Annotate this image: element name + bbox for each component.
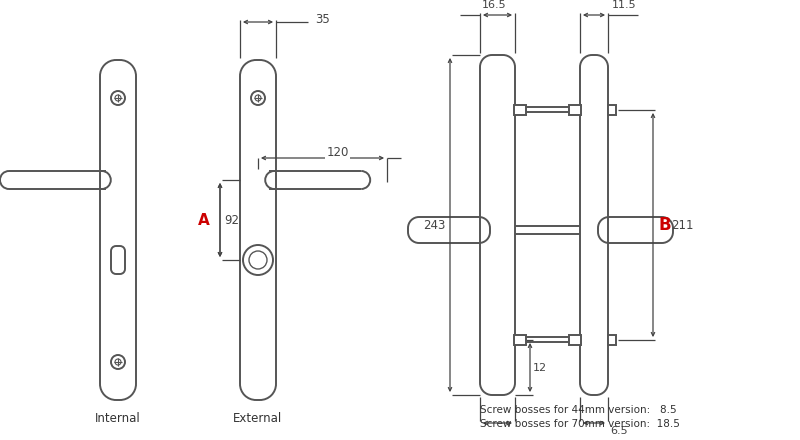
Bar bbox=[608, 335, 616, 345]
Bar bbox=[514, 105, 526, 115]
Text: Screw bosses for 44mm version:   8.5: Screw bosses for 44mm version: 8.5 bbox=[480, 405, 677, 415]
Text: C: C bbox=[518, 0, 530, 3]
Text: 12: 12 bbox=[533, 363, 547, 373]
Text: 6.5: 6.5 bbox=[610, 426, 628, 436]
Text: External: External bbox=[234, 411, 282, 425]
Bar bbox=[569, 105, 581, 115]
Text: Internal: Internal bbox=[95, 411, 141, 425]
Text: 11.5: 11.5 bbox=[612, 0, 637, 10]
Text: 92: 92 bbox=[224, 213, 239, 227]
Text: A: A bbox=[198, 213, 210, 227]
Text: 16.5: 16.5 bbox=[482, 0, 506, 10]
Bar bbox=[608, 105, 616, 115]
Bar bbox=[514, 335, 526, 345]
Text: B: B bbox=[658, 216, 670, 234]
Bar bbox=[569, 335, 581, 345]
Text: 211: 211 bbox=[671, 219, 694, 231]
Text: 35: 35 bbox=[316, 12, 330, 26]
Text: 243: 243 bbox=[424, 219, 446, 231]
Text: 120: 120 bbox=[326, 146, 349, 158]
Text: Screw bosses for 70mm version:  18.5: Screw bosses for 70mm version: 18.5 bbox=[480, 419, 680, 429]
